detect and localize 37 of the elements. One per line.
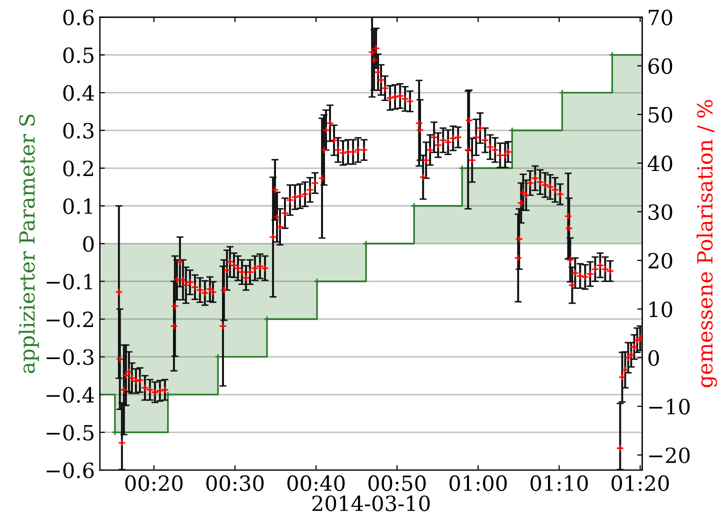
y2-tick-label: −10 <box>649 398 690 415</box>
point <box>508 126 516 134</box>
y-tick-label: −0.2 <box>46 312 94 328</box>
y2-tick-label: 20 <box>648 252 672 269</box>
y-tick-label: −0.1 <box>46 274 92 290</box>
y-tick-label: 0.1 <box>63 198 92 214</box>
y2-tick-label: 60 <box>648 58 672 74</box>
x-axis-title: 2014-03-10 <box>312 495 430 512</box>
point <box>362 240 370 248</box>
y-tick-label: 0.6 <box>63 10 94 26</box>
x-tick-label: 00:50 <box>368 475 426 492</box>
y-tick-label: −0.6 <box>46 462 94 478</box>
y2-tick-label: 0 <box>648 350 659 366</box>
y-tick-label: 0.2 <box>63 160 94 176</box>
y-tick-label: −0.4 <box>46 387 94 403</box>
y2-tick-label: 30 <box>648 204 672 220</box>
y-axis-title: applizierter Parameter S <box>18 114 39 374</box>
y2-tick-label: 40 <box>648 156 672 172</box>
x-tick-label: 01:10 <box>530 475 588 492</box>
y2-axis-title: gemessene Polarisation / % <box>696 100 718 388</box>
y-tick-label: −0.5 <box>46 424 94 441</box>
y-tick-label: 0.4 <box>63 85 94 101</box>
y-tick-label: 0.5 <box>63 47 94 64</box>
point <box>264 316 270 323</box>
y-tick-label: −0.3 <box>46 349 94 366</box>
x-tick-label: 00:30 <box>206 475 264 492</box>
y2-tick-label: −20 <box>649 447 690 464</box>
y2-tick-label: 50 <box>648 106 672 123</box>
point <box>410 202 418 210</box>
y-tick-label: 0.3 <box>63 122 94 139</box>
y2-tick-label: 10 <box>650 302 672 318</box>
x-tick-label: 01:00 <box>449 475 507 492</box>
y2-tick-label: 70 <box>648 10 672 26</box>
x-tick-label: 00:40 <box>287 475 345 492</box>
x-tick-label: 01:20 <box>612 475 669 492</box>
x-tick-label: 00:20 <box>125 475 183 492</box>
y-tick-label: 0 <box>83 236 94 252</box>
